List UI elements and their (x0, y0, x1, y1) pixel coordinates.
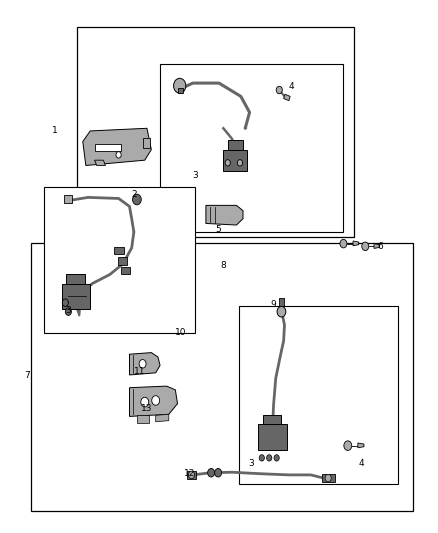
Bar (66, 274, 85, 284)
Bar (322, 474, 335, 482)
Circle shape (274, 455, 279, 461)
Circle shape (62, 299, 68, 306)
Bar (279, 298, 284, 306)
Polygon shape (206, 205, 243, 225)
Circle shape (208, 469, 215, 477)
Polygon shape (155, 414, 169, 422)
Bar (160, 64, 343, 232)
Bar (263, 415, 281, 424)
Bar (77, 27, 354, 237)
Text: 8: 8 (220, 261, 226, 270)
Text: 13: 13 (141, 405, 153, 414)
Bar (187, 471, 196, 479)
Circle shape (173, 78, 186, 93)
Polygon shape (95, 160, 106, 165)
Text: 4: 4 (359, 459, 364, 467)
Polygon shape (83, 128, 151, 165)
Polygon shape (130, 386, 177, 416)
Circle shape (340, 239, 347, 248)
Circle shape (225, 160, 230, 166)
Bar (95, 144, 121, 151)
Circle shape (277, 306, 286, 317)
Bar (44, 187, 195, 333)
Circle shape (188, 471, 194, 479)
Text: 9: 9 (271, 300, 276, 309)
Bar (143, 138, 150, 149)
Polygon shape (358, 443, 364, 448)
Bar (239, 306, 398, 484)
Bar (62, 284, 90, 309)
Circle shape (276, 86, 283, 94)
Bar (228, 140, 243, 150)
Bar (121, 267, 131, 274)
Circle shape (141, 397, 149, 407)
Bar (64, 195, 72, 203)
Text: 3: 3 (248, 459, 254, 467)
Circle shape (237, 160, 243, 166)
Polygon shape (130, 353, 160, 375)
Circle shape (116, 152, 121, 158)
Text: 6: 6 (378, 242, 383, 251)
Text: 1: 1 (53, 126, 58, 135)
Circle shape (65, 308, 71, 316)
Polygon shape (374, 244, 380, 248)
Circle shape (325, 474, 331, 482)
Polygon shape (137, 415, 149, 423)
Text: 12: 12 (184, 470, 195, 478)
Text: 3: 3 (66, 306, 71, 315)
Circle shape (344, 441, 352, 450)
Text: 11: 11 (134, 367, 145, 376)
Text: 3: 3 (192, 171, 198, 180)
Circle shape (267, 455, 272, 461)
Polygon shape (353, 241, 359, 246)
Bar (118, 257, 127, 265)
Circle shape (152, 395, 159, 405)
Bar (177, 88, 183, 93)
Text: 10: 10 (175, 328, 187, 337)
Polygon shape (284, 94, 290, 101)
Circle shape (362, 242, 369, 251)
Text: 2: 2 (131, 190, 137, 199)
Circle shape (133, 194, 141, 205)
Text: 4: 4 (288, 82, 294, 91)
Circle shape (215, 469, 222, 477)
Circle shape (139, 360, 146, 368)
Bar (31, 243, 413, 511)
Bar (258, 424, 287, 450)
Text: 7: 7 (24, 371, 30, 380)
Bar (114, 247, 124, 254)
Circle shape (259, 455, 265, 461)
Bar (223, 150, 247, 171)
Text: 5: 5 (215, 225, 221, 234)
